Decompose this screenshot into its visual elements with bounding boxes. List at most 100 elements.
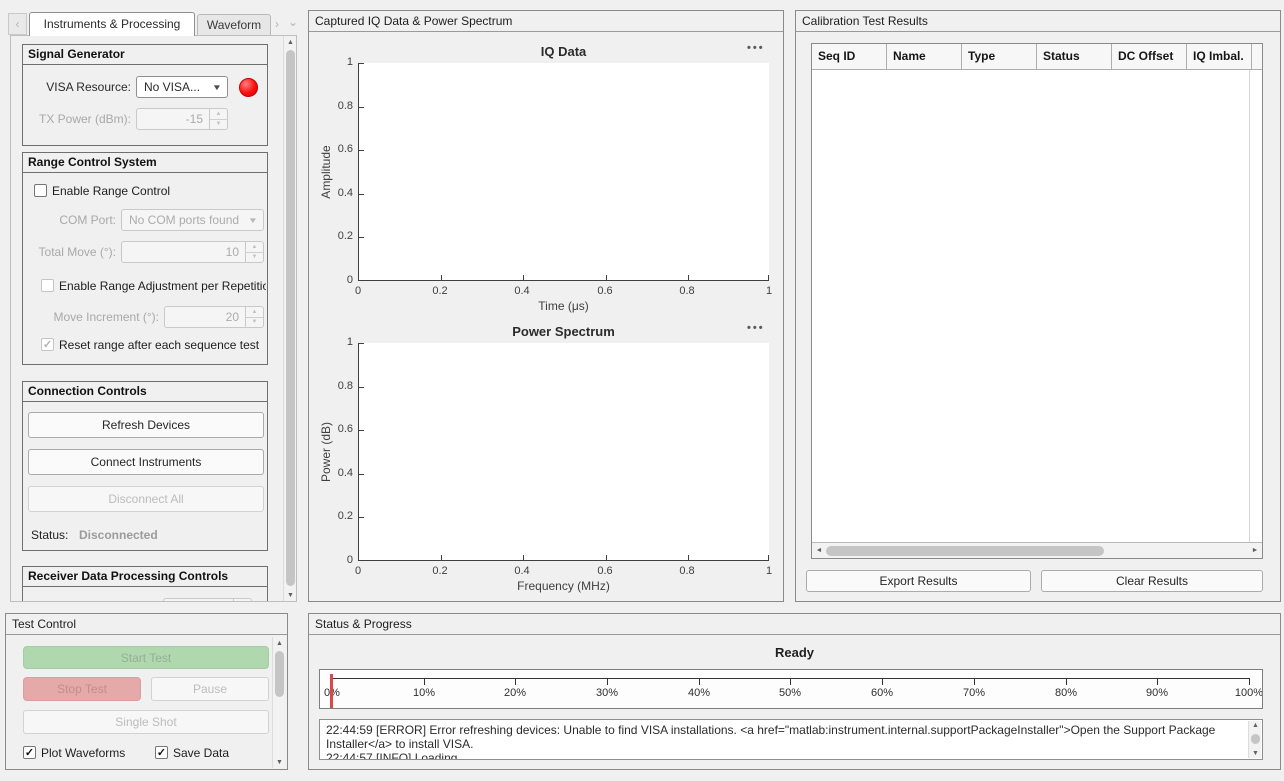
y-tick-label: 0.8 xyxy=(337,380,353,392)
spinner-down-icon: ▼ xyxy=(251,254,258,261)
gauge-tick-label: 80% xyxy=(1054,687,1078,699)
y-tick-label: 0 xyxy=(346,554,353,566)
scroll-down-icon[interactable]: ▼ xyxy=(1252,750,1259,757)
clear-results-button[interactable]: Clear Results xyxy=(1041,570,1263,592)
tx-power-spinner[interactable]: -15 ▲ ▼ xyxy=(136,108,228,130)
start-test-button: Start Test xyxy=(23,646,269,669)
tab-scroll-left-button[interactable]: ‹ xyxy=(8,13,27,35)
export-results-button[interactable]: Export Results xyxy=(806,570,1031,592)
total-move-value: 10 xyxy=(121,241,246,263)
disconnect-all-button: Disconnect All xyxy=(28,486,264,512)
scroll-up-icon[interactable]: ▲ xyxy=(287,38,294,46)
column-header[interactable]: Status xyxy=(1037,44,1112,70)
column-header[interactable]: IQ Imbal. xyxy=(1187,44,1252,70)
column-header-spacer xyxy=(1252,44,1262,70)
tab-waveform[interactable]: Waveform xyxy=(197,14,271,35)
x-tick-label: 1 xyxy=(765,565,773,577)
tab-instruments-processing[interactable]: Instruments & Processing xyxy=(29,12,195,36)
left-panel-scrollbar[interactable]: ▲ ▼ xyxy=(283,36,296,601)
scroll-up-icon[interactable]: ▲ xyxy=(1252,722,1259,729)
connection-controls-title: Connection Controls xyxy=(23,382,267,402)
tab-content-area: Signal Generator VISA Resource: No VISA.… xyxy=(10,35,297,602)
status-progress-title: Status & Progress xyxy=(309,614,1280,635)
calibration-results-panel: Calibration Test Results Seq ID Name Typ… xyxy=(795,10,1281,602)
com-port-label: COM Port: xyxy=(59,213,116,227)
log-line: 22:44:59 [ERROR] Error refreshing device… xyxy=(326,723,1216,751)
y-tick-label: 0.6 xyxy=(337,423,353,435)
scroll-up-icon[interactable]: ▲ xyxy=(276,639,283,647)
iq-chart-ylabel: Amplitude xyxy=(319,145,333,199)
enable-range-control-label[interactable]: Enable Range Control xyxy=(52,184,171,198)
column-header[interactable]: Type xyxy=(962,44,1037,70)
refresh-devices-button[interactable]: Refresh Devices xyxy=(28,412,264,438)
spinner-up-icon: ▲ xyxy=(246,242,263,253)
tx-power-value[interactable]: -15 xyxy=(136,108,210,130)
log-line: 22:44:57 [INFO] Loading xyxy=(326,751,458,760)
save-data-checkbox[interactable]: ✓ xyxy=(155,746,168,759)
chevron-right-icon: › xyxy=(275,17,279,31)
range-adjustment-checkbox xyxy=(41,279,54,292)
visa-resource-label: VISA Resource: xyxy=(46,80,131,94)
y-tick-label: 0.2 xyxy=(337,510,353,522)
x-tick-label: 0.8 xyxy=(679,285,695,297)
scrollbar-thumb[interactable] xyxy=(826,546,1104,556)
signal-generator-title: Signal Generator xyxy=(23,45,267,65)
x-tick-label: 0.2 xyxy=(432,285,448,297)
column-header[interactable]: Seq ID xyxy=(812,44,887,70)
x-tick-label: 0.4 xyxy=(514,565,530,577)
test-control-panel: Test Control Start Test Stop Test Pause … xyxy=(5,613,288,770)
x-tick-label: 1 xyxy=(765,285,773,297)
scrollbar-thumb[interactable] xyxy=(286,50,295,586)
receiver-clipped-spinner: ▲ ▼ xyxy=(163,598,252,601)
chevron-left-icon: ‹ xyxy=(15,17,20,31)
scrollbar-thumb[interactable] xyxy=(275,651,284,697)
save-data-label[interactable]: Save Data xyxy=(173,746,230,760)
chevron-down-icon: ⌄ xyxy=(288,15,299,29)
scroll-left-icon[interactable]: ◄ xyxy=(815,547,823,554)
single-shot-button: Single Shot xyxy=(23,710,269,734)
tab-label: Instruments & Processing xyxy=(43,17,181,31)
total-move-spinner: 10 ▲ ▼ xyxy=(121,241,264,263)
axes-toolbar-icon[interactable]: ••• xyxy=(747,322,765,334)
gauge-tick-label: 50% xyxy=(778,687,802,699)
dropdown-arrow-icon: ▼ xyxy=(211,82,223,92)
test-control-scrollbar[interactable]: ▲ ▼ xyxy=(272,637,285,768)
x-tick-label: 0.6 xyxy=(597,565,613,577)
scrollbar-thumb[interactable] xyxy=(1251,734,1260,744)
spinner-up-icon[interactable]: ▲ xyxy=(210,109,227,120)
scroll-down-icon[interactable]: ▼ xyxy=(287,591,294,599)
tab-scroll-right-button[interactable]: › xyxy=(275,17,279,31)
gauge-tick-label: 30% xyxy=(595,687,619,699)
check-icon: ✓ xyxy=(156,746,167,759)
x-tick-label: 0.2 xyxy=(432,565,448,577)
x-tick-label: 0 xyxy=(354,285,362,297)
tx-power-label: TX Power (dBm): xyxy=(38,112,131,126)
capture-panel-title: Captured IQ Data & Power Spectrum xyxy=(309,11,783,32)
scroll-down-icon[interactable]: ▼ xyxy=(276,758,283,766)
connect-instruments-button[interactable]: Connect Instruments xyxy=(28,449,264,475)
results-table-hscrollbar[interactable]: ◄ ► xyxy=(812,542,1262,558)
gauge-tick-label: 90% xyxy=(1145,687,1169,699)
axes-toolbar-icon[interactable]: ••• xyxy=(747,42,765,54)
tab-overflow-menu-button[interactable]: ⌄ xyxy=(288,15,298,29)
column-header[interactable]: Name xyxy=(887,44,962,70)
tab-label: Waveform xyxy=(206,18,262,32)
plot-waveforms-checkbox[interactable]: ✓ xyxy=(23,746,36,759)
plot-waveforms-label[interactable]: Plot Waveforms xyxy=(41,746,126,760)
y-tick-label: 1 xyxy=(346,56,353,68)
log-textarea[interactable]: 22:44:59 [ERROR] Error refreshing device… xyxy=(319,719,1263,760)
move-increment-value: 20 xyxy=(164,306,246,328)
left-tab-panel: ‹ Instruments & Processing Waveform › ⌄ … xyxy=(5,8,298,603)
spinner-down-icon[interactable]: ▼ xyxy=(215,121,222,128)
spinner-down-icon: ▼ xyxy=(251,319,258,326)
signal-generator-panel: Signal Generator VISA Resource: No VISA.… xyxy=(22,44,268,146)
com-port-dropdown: No COM ports found ▼ xyxy=(121,209,264,231)
y-tick-label: 0.8 xyxy=(337,100,353,112)
column-header[interactable]: DC Offset xyxy=(1112,44,1187,70)
log-scrollbar[interactable]: ▲ ▼ xyxy=(1248,721,1261,758)
visa-resource-dropdown[interactable]: No VISA... ▼ xyxy=(136,76,228,98)
gauge-tick-label: 70% xyxy=(962,687,986,699)
spectrum-chart-title: Power Spectrum xyxy=(512,324,615,339)
scroll-right-icon[interactable]: ► xyxy=(1251,547,1259,554)
enable-range-control-checkbox[interactable] xyxy=(34,184,47,197)
